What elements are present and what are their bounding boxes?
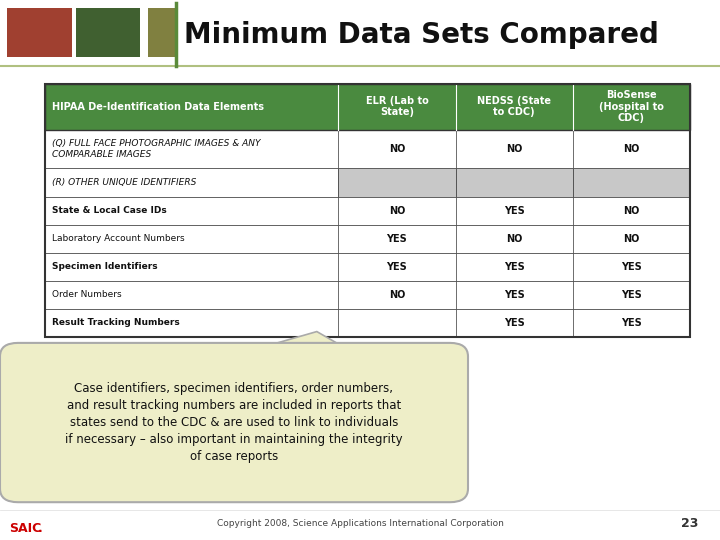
Text: Result Tracking Numbers: Result Tracking Numbers [52, 319, 179, 327]
Text: NO: NO [506, 144, 523, 154]
FancyBboxPatch shape [45, 84, 690, 130]
Text: 23: 23 [681, 517, 698, 530]
Text: NO: NO [389, 290, 405, 300]
Text: (Q) FULL FACE PHOTOGRAPHIC IMAGES & ANY
COMPARABLE IMAGES: (Q) FULL FACE PHOTOGRAPHIC IMAGES & ANY … [52, 139, 261, 159]
Text: .: . [37, 522, 42, 535]
FancyBboxPatch shape [7, 8, 72, 57]
Text: Specimen Identifiers: Specimen Identifiers [52, 262, 158, 271]
Text: (R) OTHER UNIQUE IDENTIFIERS: (R) OTHER UNIQUE IDENTIFIERS [52, 178, 197, 187]
FancyBboxPatch shape [45, 168, 338, 197]
FancyBboxPatch shape [45, 253, 690, 281]
Text: NO: NO [389, 206, 405, 215]
FancyBboxPatch shape [45, 130, 690, 168]
FancyBboxPatch shape [45, 281, 690, 309]
Text: NO: NO [624, 206, 639, 215]
Text: SAIC: SAIC [9, 522, 41, 535]
FancyBboxPatch shape [76, 8, 140, 57]
FancyBboxPatch shape [45, 309, 690, 337]
Text: NO: NO [624, 144, 639, 154]
Text: ELR (Lab to
State): ELR (Lab to State) [366, 96, 428, 117]
Text: Copyright 2008, Science Applications International Corporation: Copyright 2008, Science Applications Int… [217, 519, 503, 528]
FancyBboxPatch shape [573, 168, 690, 197]
Text: YES: YES [621, 318, 642, 328]
Text: Case identifiers, specimen identifiers, order numbers,
and result tracking numbe: Case identifiers, specimen identifiers, … [66, 382, 402, 463]
Text: State & Local Case IDs: State & Local Case IDs [52, 206, 166, 215]
Text: NO: NO [389, 144, 405, 154]
FancyBboxPatch shape [148, 8, 176, 57]
FancyBboxPatch shape [0, 343, 468, 502]
Text: YES: YES [504, 262, 525, 272]
Text: NEDSS (State
to CDC): NEDSS (State to CDC) [477, 96, 552, 117]
Text: NO: NO [506, 234, 523, 244]
FancyBboxPatch shape [338, 168, 456, 197]
Text: YES: YES [504, 206, 525, 215]
FancyBboxPatch shape [45, 225, 690, 253]
Text: YES: YES [387, 262, 408, 272]
Text: Order Numbers: Order Numbers [52, 291, 122, 299]
Text: Minimum Data Sets Compared: Minimum Data Sets Compared [184, 21, 659, 49]
FancyBboxPatch shape [45, 197, 690, 225]
Text: YES: YES [387, 234, 408, 244]
Text: NO: NO [624, 234, 639, 244]
Text: YES: YES [504, 318, 525, 328]
Text: YES: YES [504, 290, 525, 300]
Polygon shape [230, 332, 360, 356]
Text: BioSense
(Hospital to
CDC): BioSense (Hospital to CDC) [599, 90, 664, 123]
Text: HIPAA De-Identification Data Elements: HIPAA De-Identification Data Elements [52, 102, 264, 112]
Text: Laboratory Account Numbers: Laboratory Account Numbers [52, 234, 184, 243]
Text: YES: YES [621, 290, 642, 300]
Text: YES: YES [621, 262, 642, 272]
FancyBboxPatch shape [456, 168, 573, 197]
